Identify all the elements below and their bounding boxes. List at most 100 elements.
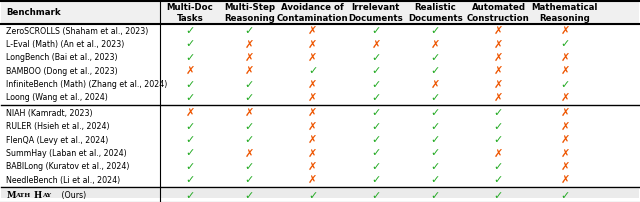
Bar (1, 1, 639, 24)
Text: BAMBOO (Dong et al., 2023): BAMBOO (Dong et al., 2023) (6, 67, 118, 76)
Text: ✗: ✗ (560, 26, 570, 36)
Text: SummHay (Laban et al., 2024): SummHay (Laban et al., 2024) (6, 149, 127, 158)
Text: Irrelevant
Documents: Irrelevant Documents (349, 3, 403, 22)
Text: Loong (Wang et al., 2024): Loong (Wang et al., 2024) (6, 94, 108, 102)
Text: ✓: ✓ (186, 93, 195, 103)
Text: ✗: ✗ (560, 53, 570, 63)
Text: InfiniteBench (Math) (Zhang et al., 2024): InfiniteBench (Math) (Zhang et al., 2024… (6, 80, 168, 89)
Text: Realistic
Documents: Realistic Documents (408, 3, 463, 22)
Text: ✓: ✓ (494, 122, 503, 132)
Text: ✗: ✗ (244, 148, 254, 158)
Text: ATH: ATH (15, 193, 30, 198)
Text: ✗: ✗ (308, 39, 317, 49)
Text: ✗: ✗ (308, 162, 317, 172)
Text: ✗: ✗ (431, 80, 440, 90)
Text: ✓: ✓ (244, 191, 254, 201)
Text: H: H (33, 191, 42, 200)
Text: ✓: ✓ (371, 175, 381, 185)
Text: ✓: ✓ (371, 162, 381, 172)
Text: ✓: ✓ (431, 66, 440, 76)
Text: ✓: ✓ (371, 108, 381, 118)
Text: RULER (Hsieh et al., 2024): RULER (Hsieh et al., 2024) (6, 122, 110, 131)
Text: LongBench (Bai et al., 2023): LongBench (Bai et al., 2023) (6, 53, 118, 62)
Text: ✗: ✗ (494, 53, 503, 63)
Text: Automated
Construction: Automated Construction (467, 3, 530, 22)
Text: ✓: ✓ (431, 108, 440, 118)
Text: ✓: ✓ (186, 148, 195, 158)
Text: ✓: ✓ (186, 80, 195, 90)
Text: ✓: ✓ (186, 26, 195, 36)
Text: ✓: ✓ (431, 53, 440, 63)
Text: ✓: ✓ (244, 93, 254, 103)
Text: ✗: ✗ (186, 108, 195, 118)
Text: ✓: ✓ (371, 191, 381, 201)
Text: ✓: ✓ (494, 191, 503, 201)
Text: ✗: ✗ (244, 39, 254, 49)
Text: ✗: ✗ (308, 175, 317, 185)
Text: ✓: ✓ (431, 148, 440, 158)
Text: ✗: ✗ (494, 80, 503, 90)
Text: ✓: ✓ (244, 162, 254, 172)
Text: ✓: ✓ (186, 122, 195, 132)
Text: ✗: ✗ (560, 108, 570, 118)
Text: ✓: ✓ (308, 66, 317, 76)
Text: Multi-Step
Reasoning: Multi-Step Reasoning (224, 3, 275, 22)
Text: ✗: ✗ (244, 53, 254, 63)
Bar (1, 189, 639, 202)
Text: ✓: ✓ (431, 26, 440, 36)
Text: ✓: ✓ (371, 148, 381, 158)
Text: ✓: ✓ (560, 39, 570, 49)
Text: ✗: ✗ (371, 39, 381, 49)
Text: ✓: ✓ (560, 80, 570, 90)
Text: NIAH (Kamradt, 2023): NIAH (Kamradt, 2023) (6, 109, 93, 118)
Text: BABILong (Kuratov et al., 2024): BABILong (Kuratov et al., 2024) (6, 162, 130, 171)
Text: ✓: ✓ (244, 175, 254, 185)
Text: ✓: ✓ (244, 122, 254, 132)
Text: Multi-Doc
Tasks: Multi-Doc Tasks (166, 3, 213, 22)
Text: ✓: ✓ (308, 191, 317, 201)
Text: ✓: ✓ (186, 175, 195, 185)
Text: ✓: ✓ (186, 39, 195, 49)
Text: ✓: ✓ (371, 122, 381, 132)
Text: ✓: ✓ (371, 135, 381, 145)
Text: ✓: ✓ (244, 26, 254, 36)
Text: ✗: ✗ (308, 108, 317, 118)
Text: ✗: ✗ (494, 93, 503, 103)
Text: Mathematical
Reasoning: Mathematical Reasoning (532, 3, 598, 22)
Text: ✓: ✓ (494, 108, 503, 118)
Text: ✗: ✗ (308, 148, 317, 158)
Text: ✗: ✗ (560, 148, 570, 158)
Text: ✗: ✗ (244, 66, 254, 76)
Text: ZeroSCROLLS (Shaham et al., 2023): ZeroSCROLLS (Shaham et al., 2023) (6, 27, 148, 36)
Text: ✗: ✗ (244, 108, 254, 118)
Text: ✓: ✓ (186, 135, 195, 145)
Text: ✗: ✗ (494, 148, 503, 158)
Text: ✗: ✗ (494, 39, 503, 49)
Text: M: M (6, 191, 16, 200)
Text: ✓: ✓ (186, 162, 195, 172)
Text: ✓: ✓ (371, 53, 381, 63)
Text: ✗: ✗ (560, 135, 570, 145)
Text: ✗: ✗ (308, 135, 317, 145)
Text: ✓: ✓ (244, 135, 254, 145)
Text: ✓: ✓ (560, 191, 570, 201)
Text: ✗: ✗ (560, 175, 570, 185)
Text: ✓: ✓ (494, 135, 503, 145)
Text: ✓: ✓ (431, 93, 440, 103)
Text: ✓: ✓ (186, 191, 195, 201)
Text: ✗: ✗ (560, 122, 570, 132)
Text: ✗: ✗ (308, 80, 317, 90)
Text: FlenQA (Levy et al., 2024): FlenQA (Levy et al., 2024) (6, 136, 109, 145)
Text: ✓: ✓ (431, 162, 440, 172)
Text: L-Eval (Math) (An et al., 2023): L-Eval (Math) (An et al., 2023) (6, 40, 125, 49)
Text: ✗: ✗ (308, 53, 317, 63)
Text: NeedleBench (Li et al., 2024): NeedleBench (Li et al., 2024) (6, 176, 120, 185)
Text: Avoidance of
Contamination: Avoidance of Contamination (277, 3, 348, 22)
Text: ✗: ✗ (560, 162, 570, 172)
Text: ✓: ✓ (244, 80, 254, 90)
Text: ✓: ✓ (431, 191, 440, 201)
Text: ✗: ✗ (308, 93, 317, 103)
Text: ✓: ✓ (371, 80, 381, 90)
Text: ✗: ✗ (560, 66, 570, 76)
Text: ✓: ✓ (431, 135, 440, 145)
